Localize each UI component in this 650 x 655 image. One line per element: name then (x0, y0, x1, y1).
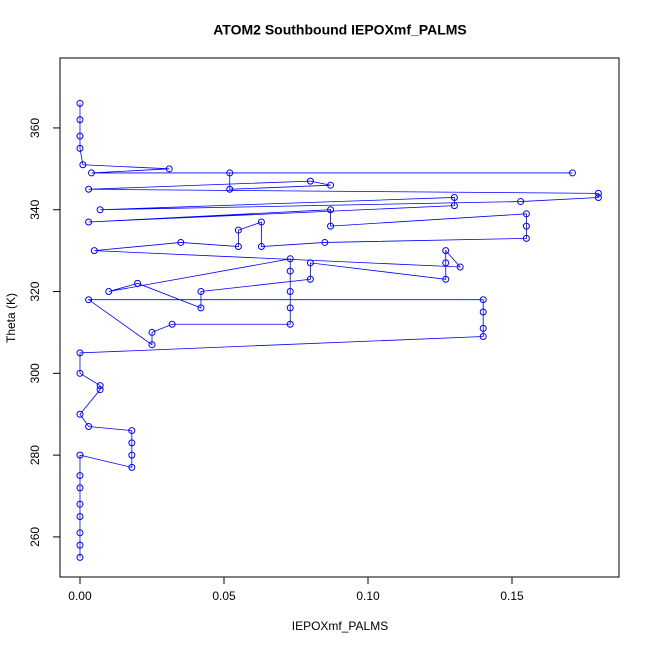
data-line (79, 103, 599, 558)
data-point (450, 202, 458, 210)
data-point (168, 320, 176, 328)
x-tick-label: 0.15 (500, 589, 524, 603)
data-point (105, 288, 113, 296)
data-point (479, 333, 487, 341)
y-tick-label: 360 (28, 118, 42, 138)
y-tick-label: 260 (28, 527, 42, 547)
data-point (327, 206, 335, 214)
data-point (76, 410, 84, 418)
data-point (76, 541, 84, 549)
data-point (286, 255, 294, 263)
data-point (96, 382, 104, 390)
data-point (321, 238, 329, 246)
data-point (76, 144, 84, 152)
y-tick-label: 320 (28, 281, 42, 301)
data-point (286, 288, 294, 296)
data-point (522, 234, 530, 242)
data-point (79, 161, 87, 169)
data-point (128, 451, 136, 459)
chart-title: ATOM2 Southbound IEPOXmf_PALMS (213, 22, 467, 38)
y-tick-label: 300 (28, 363, 42, 383)
data-point (568, 169, 576, 177)
data-point (327, 222, 335, 230)
data-point (286, 304, 294, 312)
data-point (522, 210, 530, 218)
data-point (306, 259, 314, 267)
data-point (257, 243, 265, 251)
data-point (76, 500, 84, 508)
data-point (128, 463, 136, 471)
data-point (76, 369, 84, 377)
data-point (479, 308, 487, 316)
data-point (148, 328, 156, 336)
data-point (76, 349, 84, 357)
data-point (134, 279, 142, 287)
plot-frame (59, 57, 620, 578)
data-point (76, 553, 84, 561)
data-point (234, 243, 242, 251)
data-point (76, 132, 84, 140)
data-point (450, 193, 458, 201)
data-point (327, 181, 335, 189)
data-point (226, 185, 234, 193)
data-point (522, 222, 530, 230)
data-point (442, 247, 450, 255)
data-point (90, 247, 98, 255)
x-tick-label: 0.00 (68, 589, 92, 603)
data-point (306, 177, 314, 185)
data-point (479, 296, 487, 304)
data-point (76, 529, 84, 537)
x-tick-label: 0.10 (356, 589, 380, 603)
data-point (197, 288, 205, 296)
data-point (148, 341, 156, 349)
data-point (234, 226, 242, 234)
data-point (517, 198, 525, 206)
data-point (456, 263, 464, 271)
data-point (76, 99, 84, 107)
data-point (442, 259, 450, 267)
data-point (165, 165, 173, 173)
data-point (479, 324, 487, 332)
data-point (85, 185, 93, 193)
data-point (197, 304, 205, 312)
data-point (594, 189, 602, 197)
data-point (85, 296, 93, 304)
y-tick-label: 340 (28, 199, 42, 219)
x-tick-label: 0.05 (212, 589, 236, 603)
data-point (76, 116, 84, 124)
data-point (442, 275, 450, 283)
data-point (286, 320, 294, 328)
data-point (85, 218, 93, 226)
data-point (88, 169, 96, 177)
data-point (96, 206, 104, 214)
data-point (76, 472, 84, 480)
data-point (96, 386, 104, 394)
data-point (286, 267, 294, 275)
data-point (128, 439, 136, 447)
data-point (594, 193, 602, 201)
y-tick-label: 280 (28, 445, 42, 465)
data-point (306, 275, 314, 283)
data-point (76, 512, 84, 520)
y-axis-label: Theta (K) (4, 293, 18, 343)
x-axis-label: IEPOXmf_PALMS (292, 619, 388, 633)
data-point (76, 484, 84, 492)
data-point (128, 427, 136, 435)
data-point (76, 451, 84, 459)
data-point (226, 169, 234, 177)
data-point (257, 218, 265, 226)
data-point (85, 422, 93, 430)
data-point (177, 238, 185, 246)
